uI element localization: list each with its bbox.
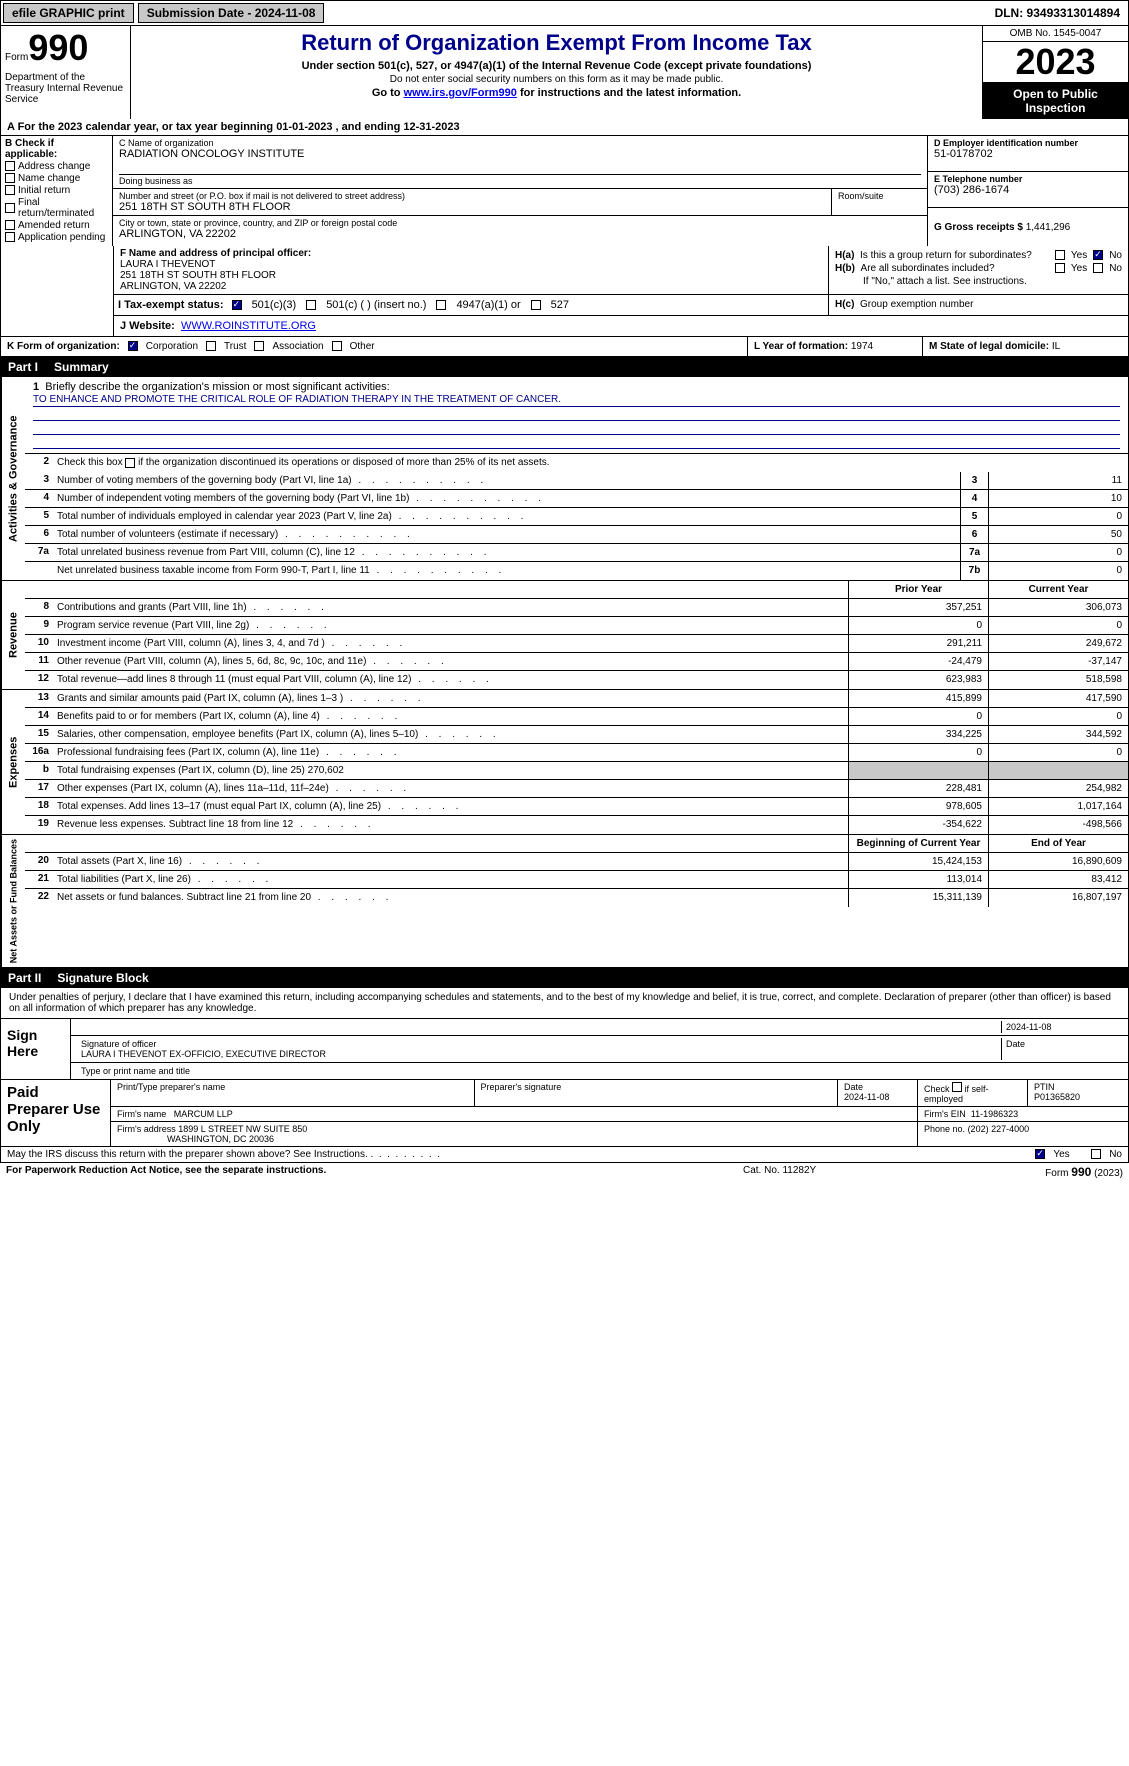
officer-signature: LAURA I THEVENOT EX-OFFICIO, EXECUTIVE D… [81,1049,997,1059]
firm-addr2: WASHINGTON, DC 20036 [167,1134,274,1144]
firm-ein: 11-1986323 [971,1109,1018,1119]
col-b-checkboxes: B Check if applicable: Address change Na… [1,136,113,246]
chk-hb-yes[interactable] [1055,263,1065,273]
row-a-tax-year: A For the 2023 calendar year, or tax yea… [0,119,1129,136]
chk-ha-no[interactable] [1093,250,1103,260]
telephone: (703) 286-1674 [934,184,1122,196]
ptin: P01365820 [1034,1092,1122,1102]
tab-activities-governance: Activities & Governance [1,377,25,580]
form-word: Form [5,52,28,63]
chk-527[interactable] [531,300,541,310]
form-subtitle: Under section 501(c), 527, or 4947(a)(1)… [139,60,974,72]
firm-addr1: 1899 L STREET NW SUITE 850 [178,1124,307,1134]
state-domicile: IL [1052,341,1060,352]
chk-hb-no[interactable] [1093,263,1103,273]
efile-print-button[interactable]: efile GRAPHIC print [3,3,134,23]
chk-final-return[interactable] [5,203,15,213]
dept-label: Department of the Treasury Internal Reve… [5,72,126,105]
chk-initial-return[interactable] [5,185,15,195]
part2-header: Part II Signature Block [0,968,1129,988]
chk-501c3[interactable] [232,300,242,310]
discuss-row: May the IRS discuss this return with the… [0,1147,1129,1163]
room-suite-label: Room/suite [832,189,927,215]
year-formation: 1974 [851,341,873,352]
chk-association[interactable] [254,341,264,351]
chk-4947[interactable] [436,300,446,310]
submission-date-button[interactable]: Submission Date - 2024-11-08 [138,3,325,23]
chk-amended[interactable] [5,220,15,230]
topbar: efile GRAPHIC print Submission Date - 20… [0,0,1129,26]
sig-date: 2024-11-08 [1002,1021,1122,1033]
page-footer: For Paperwork Reduction Act Notice, see … [0,1163,1129,1181]
dln-label: DLN: 93493313014894 [987,4,1128,22]
tab-revenue: Revenue [1,581,25,689]
tax-year: 2023 [983,42,1128,83]
chk-ha-yes[interactable] [1055,250,1065,260]
mission-text: TO ENHANCE AND PROMOTE THE CRITICAL ROLE… [33,393,1120,407]
chk-discuss-yes[interactable] [1035,1149,1045,1159]
chk-501c[interactable] [306,300,316,310]
tab-net-assets: Net Assets or Fund Balances [1,835,25,967]
org-street: 251 18TH ST SOUTH 8TH FLOOR [119,201,825,213]
sign-here-label: Sign Here [1,1019,71,1079]
part1-header: Part I Summary [0,357,1129,377]
chk-discuss-no[interactable] [1091,1149,1101,1159]
firm-name: MARCUM LLP [174,1109,233,1119]
open-inspection: Open to Public Inspection [983,83,1128,119]
form-number: 990 [28,27,88,68]
form-title: Return of Organization Exempt From Incom… [139,30,974,56]
chk-trust[interactable] [206,341,216,351]
section-bcd: B Check if applicable: Address change Na… [0,136,1129,246]
omb-number: OMB No. 1545-0047 [983,26,1128,42]
col-d-ein: D Employer identification number 51-0178… [928,136,1128,246]
chk-self-employed[interactable] [952,1082,962,1092]
officer-addr2: ARLINGTON, VA 22202 [120,281,822,292]
irs-link[interactable]: www.irs.gov/Form990 [404,87,517,99]
chk-app-pending[interactable] [5,232,15,242]
org-city: ARLINGTON, VA 22202 [119,228,921,240]
chk-corporation[interactable] [128,341,138,351]
row-k: K Form of organization: Corporation Trus… [0,337,1129,357]
prep-date: 2024-11-08 [844,1092,911,1102]
chk-discontinued[interactable] [125,458,135,468]
col-c-org-info: C Name of organization RADIATION ONCOLOG… [113,136,928,246]
ssn-note: Do not enter social security numbers on … [139,74,974,85]
tab-expenses: Expenses [1,690,25,834]
paid-preparer-label: Paid Preparer Use Only [1,1080,111,1146]
website-link[interactable]: WWW.ROINSTITUTE.ORG [181,320,316,332]
chk-other[interactable] [332,341,342,351]
chk-name-change[interactable] [5,173,15,183]
gross-receipts: 1,441,296 [1026,222,1071,233]
ein-value: 51-0178702 [934,148,1122,160]
officer-addr1: 251 18TH ST SOUTH 8TH FLOOR [120,270,822,281]
org-name: RADIATION ONCOLOGY INSTITUTE [119,148,921,160]
form-header: Form990 Department of the Treasury Inter… [0,26,1129,119]
goto-line: Go to www.irs.gov/Form990 for instructio… [139,87,974,99]
sig-intro: Under penalties of perjury, I declare th… [0,988,1129,1019]
firm-phone: (202) 227-4000 [968,1124,1030,1134]
officer-name: LAURA I THEVENOT [120,259,822,270]
chk-address-change[interactable] [5,161,15,171]
